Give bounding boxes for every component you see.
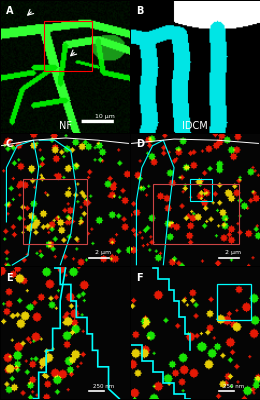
Text: F: F: [136, 273, 142, 283]
Text: 250 nm: 250 nm: [93, 384, 115, 389]
Text: E: E: [6, 273, 12, 283]
Text: 2 μm: 2 μm: [225, 250, 241, 255]
Text: 250 nm: 250 nm: [223, 384, 245, 389]
Bar: [23, 178, 87, 244]
Text: B: B: [136, 6, 143, 16]
Text: NF: NF: [58, 121, 72, 131]
Text: A: A: [6, 6, 13, 16]
Bar: [217, 284, 251, 320]
Text: 2 μm: 2 μm: [95, 250, 111, 255]
Bar: [153, 184, 238, 244]
Bar: [190, 178, 212, 200]
Text: C: C: [6, 140, 13, 150]
Bar: [44, 21, 92, 70]
Text: 10 μm: 10 μm: [95, 114, 115, 119]
Text: D: D: [136, 140, 144, 150]
Text: IDCM: IDCM: [182, 121, 208, 131]
